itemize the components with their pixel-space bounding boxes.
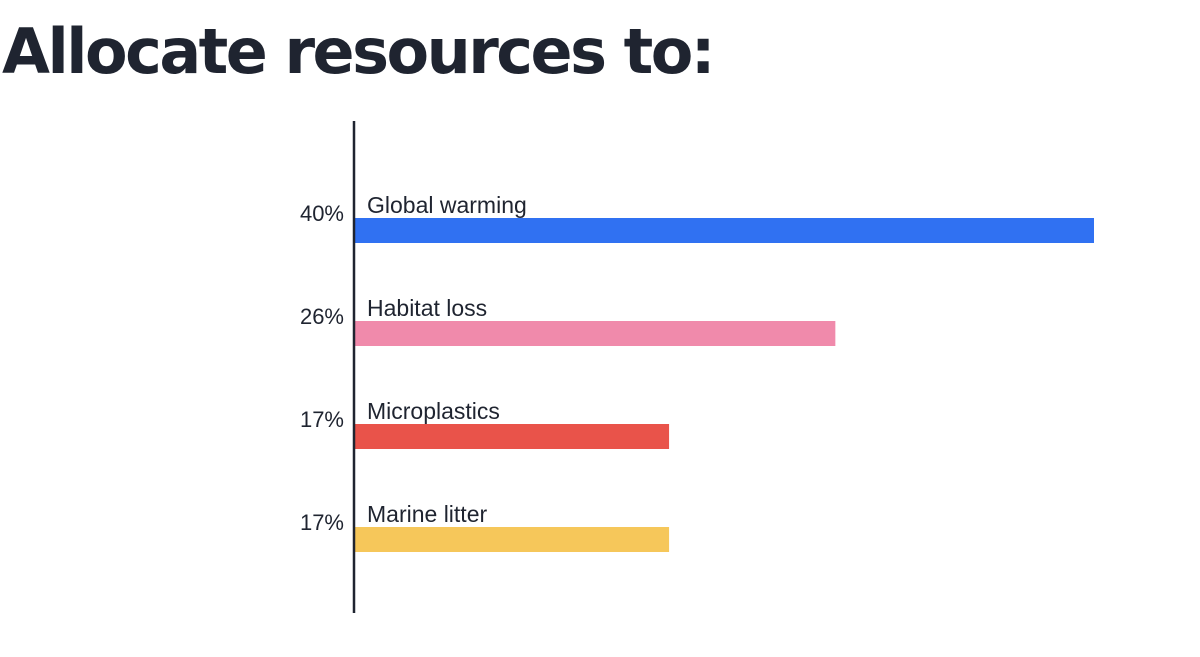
bars-group: Global warming 40% Habitat loss 26% Micropla… [300, 192, 1094, 552]
category-label-global-warming: Global warming [367, 192, 527, 218]
value-label-global-warming: 40% [300, 201, 344, 226]
value-label-marine-litter: 17% [300, 510, 344, 535]
bar-marine-litter [355, 527, 670, 552]
value-label-microplastics: 17% [300, 407, 344, 432]
bar-microplastics [355, 424, 670, 449]
category-label-habitat-loss: Habitat loss [367, 295, 487, 321]
page-title: Allocate resources to: [2, 15, 716, 88]
value-label-habitat-loss: 26% [300, 304, 344, 329]
bar-global-warming [355, 218, 1094, 243]
bar-habitat-loss [355, 321, 836, 346]
category-label-marine-litter: Marine litter [367, 501, 487, 527]
category-label-microplastics: Microplastics [367, 398, 500, 424]
